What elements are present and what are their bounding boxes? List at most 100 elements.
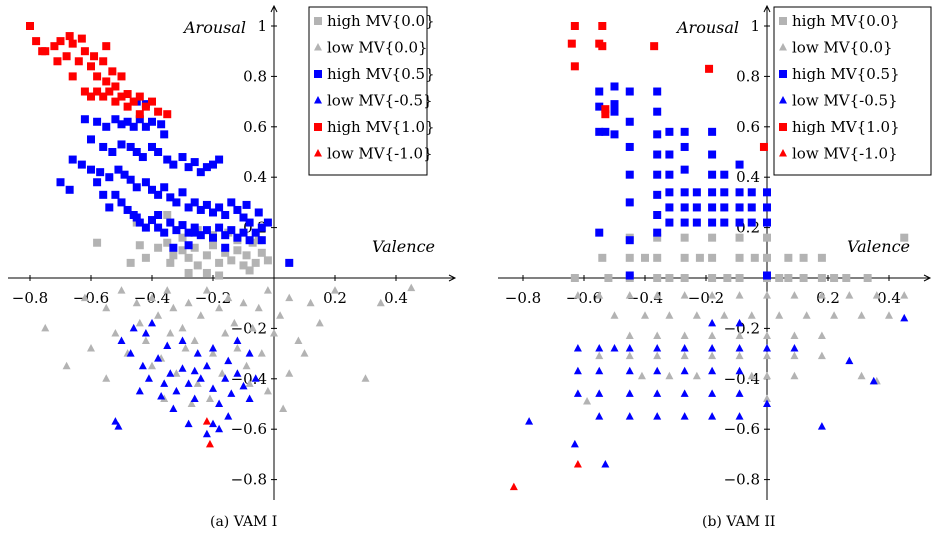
data-point-square xyxy=(863,274,872,282)
data-point-square xyxy=(708,188,717,197)
data-point-triangle xyxy=(224,293,233,302)
figure-caption: (b) VAM II xyxy=(702,514,775,530)
data-point-square xyxy=(708,233,717,242)
data-point-square xyxy=(26,22,34,30)
data-point-triangle xyxy=(625,344,634,352)
data-point-triangle xyxy=(163,341,172,350)
data-point-triangle xyxy=(205,394,214,402)
data-point-triangle xyxy=(230,318,239,327)
data-point-square xyxy=(117,120,126,129)
data-point-triangle xyxy=(665,371,674,380)
data-point-triangle xyxy=(637,371,646,380)
data-point-triangle xyxy=(407,283,416,292)
data-point-triangle xyxy=(708,344,717,352)
data-point-square xyxy=(99,142,108,151)
data-point-triangle xyxy=(111,328,120,337)
data-point-square xyxy=(215,258,224,267)
y-tick-label: 1 xyxy=(257,17,267,35)
legend-label: low MV{-0.5} xyxy=(792,92,898,110)
data-point-square xyxy=(625,271,634,280)
data-point-triangle xyxy=(184,298,193,307)
y-tick-label: −0.6 xyxy=(231,420,267,438)
data-point-square xyxy=(102,42,111,51)
data-point-triangle xyxy=(653,412,662,420)
data-point-square xyxy=(257,248,266,257)
data-point-square xyxy=(202,200,211,209)
data-point-square xyxy=(169,243,178,252)
data-point-square xyxy=(117,198,126,207)
data-point-square xyxy=(160,183,169,192)
data-point-triangle xyxy=(157,391,166,400)
data-point-triangle xyxy=(653,291,662,299)
panel-vam-i: −0.8−0.6−0.4−0.20.20.4−0.8−0.6−0.4−0.20.… xyxy=(8,4,457,530)
data-point-square xyxy=(653,274,662,282)
data-point-square xyxy=(251,258,260,267)
data-point-triangle xyxy=(190,394,199,402)
data-point-triangle xyxy=(595,412,604,420)
data-point-square xyxy=(653,170,662,179)
data-point-square xyxy=(695,253,704,262)
data-point-square xyxy=(257,223,266,232)
data-point-triangle xyxy=(817,331,826,339)
data-point-triangle xyxy=(680,344,689,352)
data-point-triangle xyxy=(790,331,799,339)
data-point-triangle xyxy=(233,336,242,344)
data-point-triangle xyxy=(117,286,126,294)
data-point-square xyxy=(120,170,129,179)
legend: high MV{0.0} low MV{0.0} high MV{0.5} low M… xyxy=(773,6,932,176)
data-point-square xyxy=(193,261,202,270)
data-point-square xyxy=(747,188,756,197)
series-low-mv--1.0- xyxy=(202,417,214,448)
data-point-square xyxy=(799,274,808,282)
legend-label: high MV{0.5} xyxy=(792,65,900,83)
data-point-square xyxy=(601,105,610,114)
data-point-triangle xyxy=(857,371,866,380)
data-point-square xyxy=(148,117,156,126)
data-point-triangle xyxy=(763,399,771,407)
data-point-square xyxy=(93,87,102,96)
data-point-triangle xyxy=(224,356,233,365)
data-point-triangle xyxy=(610,311,619,319)
data-point-triangle xyxy=(653,389,662,397)
data-point-square xyxy=(111,115,120,124)
data-point-triangle xyxy=(215,303,224,312)
data-point-triangle xyxy=(196,374,205,382)
y-tick-label: 0.6 xyxy=(736,118,760,136)
series-high-mv-1.0- xyxy=(567,22,768,151)
data-point-triangle xyxy=(193,349,202,357)
data-point-square xyxy=(108,67,117,76)
data-point-square xyxy=(163,211,172,219)
data-point-triangle xyxy=(857,311,866,319)
data-point-triangle xyxy=(763,371,771,380)
data-point-square xyxy=(735,218,744,227)
data-point-square xyxy=(257,236,266,245)
data-point-triangle xyxy=(294,336,303,344)
data-point-square xyxy=(190,223,199,232)
data-point-square xyxy=(38,47,47,56)
data-point-square xyxy=(610,82,619,91)
data-point-triangle xyxy=(735,291,744,299)
data-point-square xyxy=(570,274,579,282)
data-point-square xyxy=(625,117,634,126)
data-point-square xyxy=(132,213,141,222)
data-point-square xyxy=(111,190,120,199)
data-point-square xyxy=(184,241,193,250)
data-point-square xyxy=(87,135,95,144)
data-point-square xyxy=(763,253,771,262)
y-tick-label: 1 xyxy=(750,17,760,35)
data-point-square xyxy=(692,188,701,197)
series-high-mv-0.0- xyxy=(570,233,909,282)
data-point-square xyxy=(126,258,135,267)
data-point-triangle xyxy=(692,371,701,380)
data-point-square xyxy=(65,32,74,41)
data-point-square xyxy=(221,243,230,252)
data-point-square xyxy=(595,127,604,136)
data-point-triangle xyxy=(169,404,178,413)
data-point-triangle xyxy=(735,351,744,360)
data-point-square xyxy=(56,178,65,187)
data-point-square xyxy=(215,223,224,232)
data-point-square xyxy=(209,160,217,169)
data-point-square xyxy=(90,52,99,61)
data-point-triangle xyxy=(218,369,227,377)
